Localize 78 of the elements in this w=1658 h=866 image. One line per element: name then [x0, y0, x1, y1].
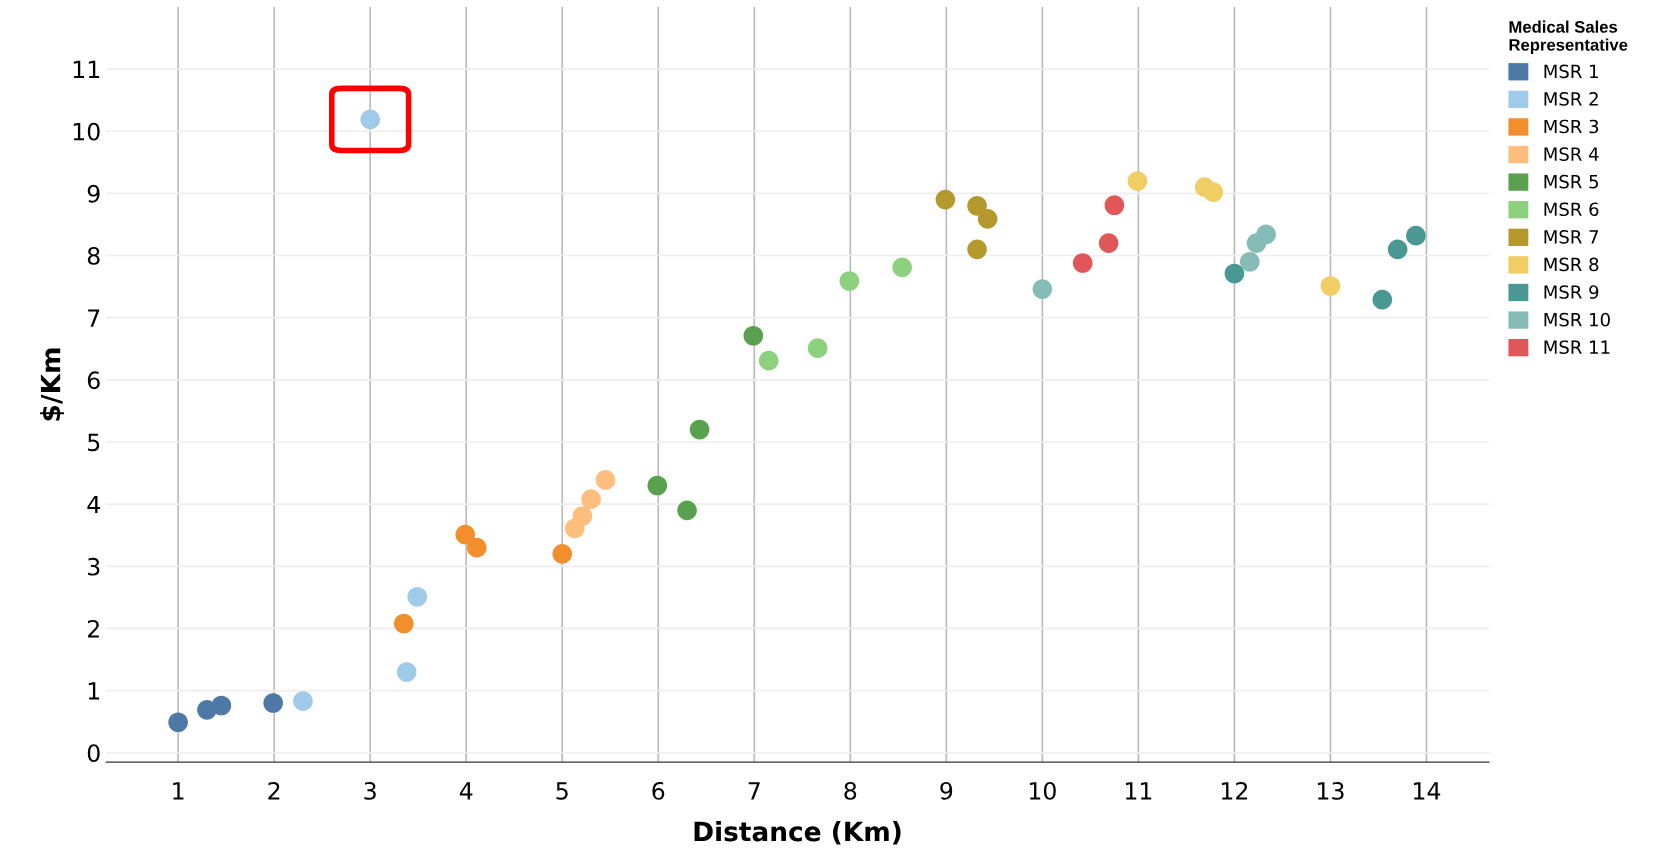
legend-label: MSR 10 — [1544, 312, 1610, 327]
y-tick-label: 3 — [88, 557, 100, 576]
legend-label: MSR 7 — [1544, 230, 1599, 244]
x-tick-label: 4 — [459, 782, 473, 800]
point — [1372, 289, 1393, 310]
legend-label: MSR 6 — [1544, 202, 1599, 217]
point — [1098, 233, 1119, 253]
y-tick-label: 1 — [88, 682, 100, 700]
y-tick-label: 9 — [87, 184, 100, 203]
point — [1127, 171, 1148, 191]
y-tick-label: 6 — [87, 371, 100, 390]
legend-label: MSR 3 — [1544, 119, 1599, 134]
x-tick-label: 1 — [173, 782, 184, 800]
point — [689, 419, 710, 440]
y-axis-title: $/Km — [40, 348, 65, 421]
x-axis-title: Distance (Km) — [694, 821, 901, 845]
point — [1072, 253, 1093, 273]
x-tick-label: 8 — [844, 781, 857, 800]
point — [677, 500, 697, 521]
point — [396, 662, 417, 682]
point — [1203, 182, 1224, 202]
point — [839, 271, 860, 291]
point — [1239, 251, 1260, 272]
x-tick-label: 14 — [1414, 782, 1441, 800]
legend-label: MSR 8 — [1544, 257, 1599, 272]
x-tick-label: 3 — [364, 781, 376, 800]
point — [647, 475, 668, 496]
point — [466, 537, 487, 558]
y-tick-label: 11 — [73, 60, 100, 79]
y-tick-label: 8 — [87, 246, 100, 265]
y-tick-label: 2 — [87, 619, 99, 638]
point — [967, 195, 987, 216]
point — [1320, 276, 1341, 296]
y-tick-label: 10 — [73, 122, 100, 141]
point — [1224, 263, 1245, 284]
point — [263, 693, 284, 713]
y-tick-label: 7 — [88, 309, 100, 327]
x-tick-label: 12 — [1221, 781, 1248, 800]
point — [581, 489, 601, 509]
legend-label: MSR 9 — [1544, 285, 1599, 299]
point — [455, 524, 476, 545]
legend-title: Medical Sales Representative — [1509, 20, 1628, 55]
legend-label: MSR 11 — [1544, 340, 1610, 355]
legend-label: MSR 2 — [1544, 92, 1598, 106]
point — [743, 325, 764, 346]
legend-label: MSR 1 — [1544, 64, 1598, 79]
y-tick-label: 5 — [88, 433, 100, 452]
x-tick-label: 5 — [556, 782, 568, 800]
legend-label: MSR 4 — [1544, 147, 1599, 161]
x-tick-label: 2 — [268, 781, 280, 800]
y-tick-label: 0 — [87, 744, 100, 763]
point — [293, 691, 313, 711]
point — [1387, 239, 1408, 260]
x-tick-label: 7 — [748, 782, 760, 800]
point — [572, 506, 593, 526]
point — [892, 257, 912, 278]
point — [595, 470, 616, 490]
point — [1032, 279, 1053, 299]
point — [393, 613, 414, 634]
y-tick-label: 4 — [87, 495, 100, 514]
x-tick-label: 6 — [652, 781, 665, 800]
point — [977, 209, 998, 229]
legend-label: MSR 5 — [1544, 174, 1598, 189]
point — [758, 350, 779, 371]
point — [1406, 225, 1426, 246]
point — [168, 712, 188, 733]
x-tick-label: 13 — [1318, 781, 1344, 800]
point — [407, 586, 428, 607]
point — [1104, 195, 1125, 216]
point — [935, 189, 956, 210]
x-tick-label: 11 — [1125, 782, 1152, 800]
point — [967, 239, 987, 260]
point — [211, 695, 232, 716]
point — [1256, 224, 1276, 245]
x-tick-label: 10 — [1029, 781, 1056, 800]
point — [552, 544, 573, 564]
point — [807, 338, 828, 358]
x-tick-label: 9 — [940, 781, 953, 800]
